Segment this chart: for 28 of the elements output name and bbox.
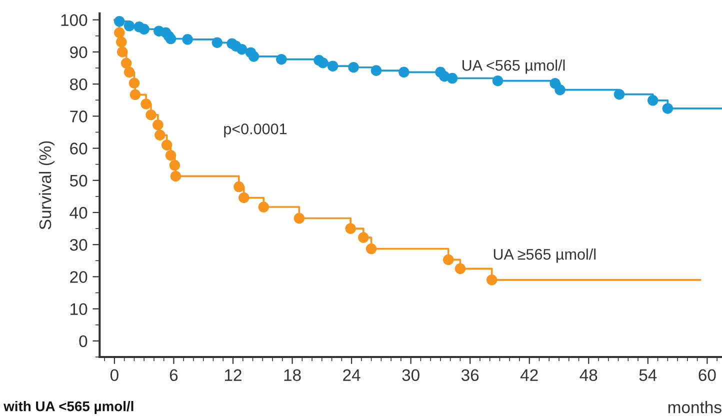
x-tick-label: 0 bbox=[110, 369, 118, 382]
y-tick-label: 20 bbox=[70, 271, 88, 283]
x-tick-label: 60 bbox=[698, 369, 716, 382]
y-axis-title: Survival (%) bbox=[38, 141, 54, 230]
annotation: p<0.0001 bbox=[224, 124, 287, 138]
x-tick-label: 6 bbox=[170, 369, 178, 382]
x-tick-label: 36 bbox=[461, 369, 479, 382]
x-tick-label: 12 bbox=[225, 369, 242, 381]
x-tick-label: 48 bbox=[580, 369, 598, 382]
y-tick-label: 90 bbox=[70, 46, 88, 58]
x-axis-title: months bbox=[668, 400, 722, 414]
y-tick-label: 100 bbox=[61, 14, 88, 26]
y-tick-label: 0 bbox=[79, 335, 88, 348]
y-tick-label: 50 bbox=[70, 174, 88, 187]
x-tick-label: 42 bbox=[520, 369, 538, 381]
x-tick-label: 24 bbox=[343, 369, 360, 381]
x-tick-label: 18 bbox=[284, 369, 301, 382]
y-tick-label: 80 bbox=[70, 78, 88, 90]
x-tick-label: 54 bbox=[639, 369, 657, 382]
annotation: UA <565 µmol/l bbox=[462, 60, 565, 74]
y-tick-label: 10 bbox=[70, 303, 88, 316]
x-tick-label: 30 bbox=[402, 369, 420, 382]
y-tick-label: 30 bbox=[70, 239, 88, 251]
text: with UA <565 µmol/l bbox=[4, 401, 134, 414]
annotation: UA ≥565 µmol/l bbox=[494, 248, 596, 263]
y-tick-label: 70 bbox=[70, 110, 88, 122]
y-tick-label: 40 bbox=[70, 206, 88, 219]
y-tick-label: 60 bbox=[70, 142, 88, 154]
